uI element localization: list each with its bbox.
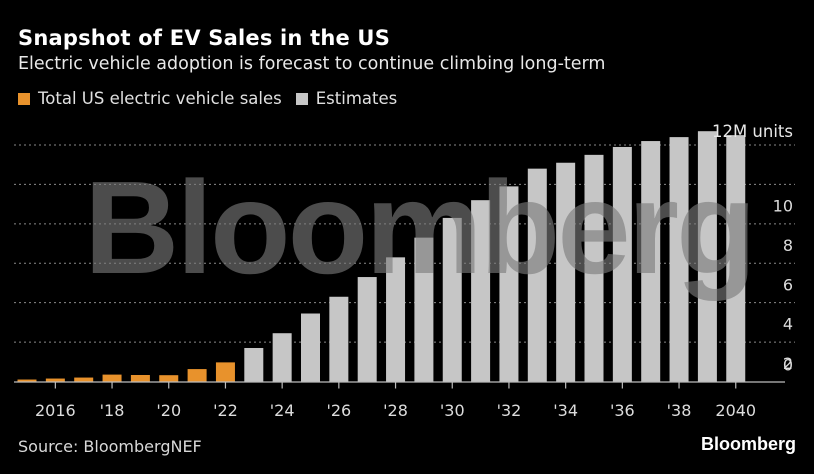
- legend: Total US electric vehicle sales Estimate…: [18, 89, 411, 108]
- bar-actual-2019: [130, 374, 150, 382]
- bar-estimate-2025: [301, 313, 320, 382]
- y-unit-label: 12M units: [712, 122, 793, 141]
- x-tick-label: '24: [270, 401, 295, 420]
- x-tick-label: '18: [100, 401, 125, 420]
- legend-item-actual: Total US electric vehicle sales: [18, 89, 282, 108]
- x-tick-label: '28: [383, 401, 408, 420]
- bar-actual-2018: [102, 374, 122, 382]
- bar-estimate-2029: [414, 237, 434, 382]
- bar-estimate-2033: [527, 168, 547, 382]
- bar-estimate-2039: [697, 131, 717, 382]
- legend-label-estimates: Estimates: [315, 89, 398, 108]
- chart-title: Snapshot of EV Sales in the US: [18, 26, 391, 50]
- y-tick-label: 0: [783, 356, 793, 375]
- y-tick-label: 6: [783, 275, 793, 294]
- bar-estimate-2038: [669, 137, 689, 382]
- legend-label-actual: Total US electric vehicle sales: [38, 89, 282, 108]
- x-tick-label: '32: [497, 401, 522, 420]
- y-tick-label: 2: [783, 354, 793, 373]
- bar-actual-2015: [17, 379, 37, 382]
- bar-estimate-2031: [471, 200, 491, 382]
- bar-estimate-2027: [357, 277, 377, 382]
- bar-actual-2017: [74, 377, 94, 382]
- bar-actual-2016: [45, 378, 65, 382]
- bar-estimate-2023: [244, 347, 264, 382]
- x-tick-label: '20: [156, 401, 181, 420]
- bar-estimate-2034: [556, 162, 576, 382]
- x-tick-label: '38: [667, 401, 692, 420]
- y-axis-labels: 02 4 6 8 10 12M units: [712, 122, 793, 375]
- bar-estimate-2040: [726, 135, 746, 382]
- bar-estimate-2024: [272, 333, 292, 382]
- bars: [17, 131, 746, 382]
- legend-swatch-estimates: [295, 92, 308, 105]
- x-tick-label: '22: [213, 401, 238, 420]
- bar-estimate-2028: [386, 257, 406, 382]
- watermark: Bloomberg: [84, 154, 754, 301]
- bar-estimate-2036: [612, 146, 632, 382]
- bar-actual-2020: [159, 375, 179, 382]
- chart-subtitle: Electric vehicle adoption is forecast to…: [18, 54, 606, 74]
- bar-estimate-2035: [584, 154, 604, 382]
- x-tick-label: '26: [326, 401, 351, 420]
- x-tick-label: 2040: [715, 401, 756, 420]
- bar-estimate-2026: [329, 296, 349, 382]
- x-tick-label: '34: [553, 401, 578, 420]
- y-tick-label: 4: [783, 315, 793, 334]
- source-note: Source: BloombergNEF: [18, 437, 202, 456]
- bar-estimate-2037: [641, 141, 661, 382]
- x-tick-label: '30: [440, 401, 465, 420]
- bloomberg-logo: Bloomberg: [701, 434, 797, 454]
- x-tick-label: 2016: [35, 401, 76, 420]
- legend-item-estimates: Estimates: [295, 89, 398, 108]
- bar-actual-2022: [215, 362, 235, 382]
- y-tick-label: 8: [783, 236, 793, 255]
- x-axis-labels: 2016 '18 '20 '22 '24 '26 '28 '30 '32 '34 '36 '38 204…: [35, 401, 756, 420]
- bar-estimate-2030: [442, 217, 462, 382]
- legend-swatch-actual: [18, 92, 30, 105]
- x-tick-label: '36: [610, 401, 635, 420]
- x-axis: [14, 381, 785, 389]
- bar-actual-2021: [187, 369, 207, 382]
- y-tick-label: 10: [773, 196, 793, 215]
- bar-estimate-2032: [499, 186, 519, 382]
